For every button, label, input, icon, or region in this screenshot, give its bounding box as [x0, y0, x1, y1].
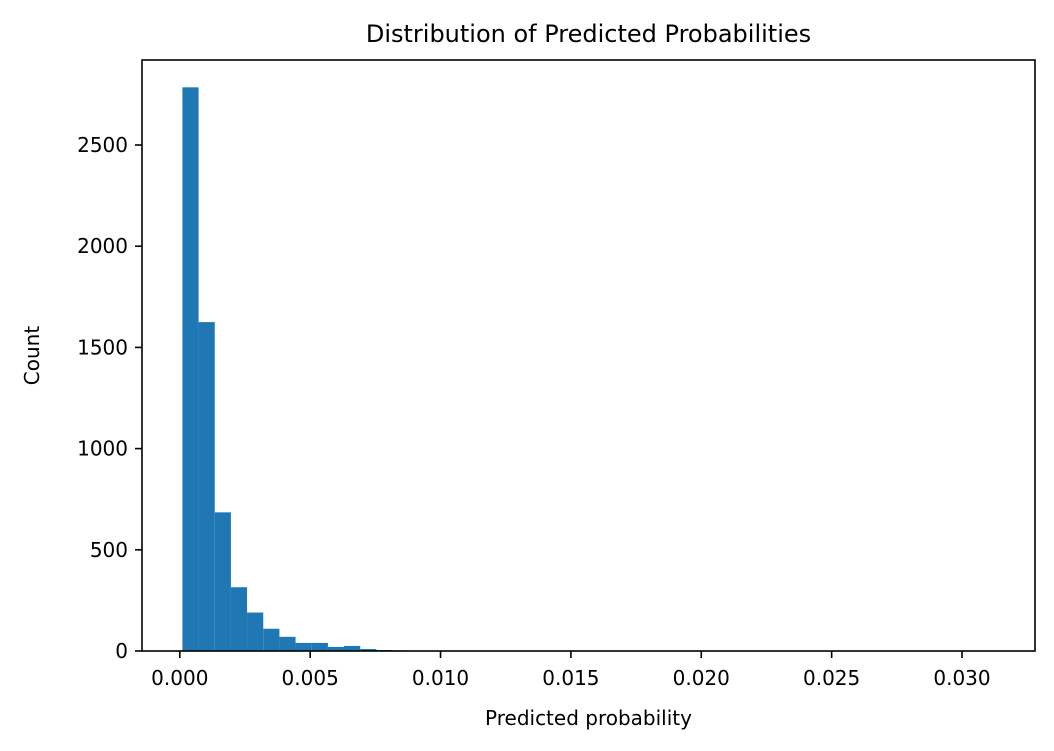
y-tick-label: 0: [115, 639, 128, 663]
x-tick-label: 0.015: [542, 666, 599, 690]
histogram-bar: [360, 648, 377, 651]
histogram-bar: [279, 636, 296, 651]
histogram-bar: [182, 87, 199, 651]
y-tick-label: 500: [90, 538, 128, 562]
bars-layer: [182, 87, 991, 652]
y-tick-label: 1500: [77, 335, 128, 359]
x-axis-title: Predicted probability: [485, 706, 692, 730]
plot-frame: [141, 59, 1036, 652]
histogram-bar: [311, 642, 328, 651]
x-tick-label: 0.020: [673, 666, 730, 690]
y-tick-label: 1000: [77, 437, 128, 461]
x-tick-label: 0.000: [151, 666, 208, 690]
x-tick-label: 0.005: [282, 666, 339, 690]
histogram-bar: [247, 612, 264, 651]
x-tick-label: 0.030: [933, 666, 990, 690]
histogram-bar: [344, 645, 361, 651]
y-axis-title: Count: [20, 326, 44, 386]
histogram-bar: [198, 322, 215, 651]
histogram-bar: [214, 512, 231, 651]
x-tick-label: 0.025: [803, 666, 860, 690]
y-tick-label: 2000: [77, 234, 128, 258]
x-tick-label: 0.010: [412, 666, 469, 690]
histogram-bar: [295, 642, 312, 651]
y-tick-label: 2500: [77, 133, 128, 157]
histogram-bar: [327, 646, 345, 651]
y-axis-ticks: 0 500 1000 1500 2000 2500: [77, 133, 142, 663]
chart-title: Distribution of Predicted Probabilities: [366, 20, 811, 48]
histogram-bar: [230, 587, 248, 651]
x-axis-ticks: 0.000 0.005 0.010 0.015 0.020 0.025 0.030: [151, 651, 991, 690]
histogram-bar: [263, 628, 280, 651]
